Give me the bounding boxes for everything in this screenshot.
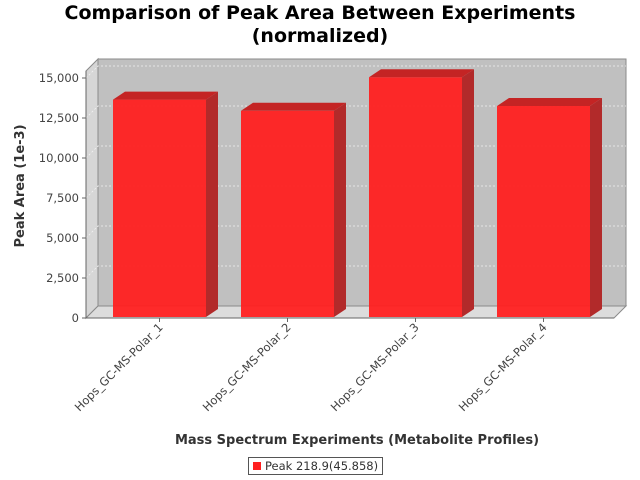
bar-top <box>241 102 346 111</box>
plot-left-wall <box>85 57 99 320</box>
bar <box>113 91 218 317</box>
y-tick-label: 7,500 <box>46 191 79 205</box>
bar-front <box>241 110 334 317</box>
y-tick-label: 12,500 <box>39 111 79 125</box>
y-tick-label: 2,500 <box>46 271 79 285</box>
bar-top <box>369 69 474 78</box>
bar-front <box>369 77 462 317</box>
bar-side <box>206 91 218 317</box>
legend-label: Peak 218.9(45.858) <box>265 459 379 473</box>
gridline <box>85 65 626 79</box>
y-axis-ticks: 0 2,500 5,000 7,500 10,000 12,500 15,000 <box>39 71 86 325</box>
bar-side <box>334 102 346 317</box>
legend: Peak 218.9(45.858) <box>248 457 384 475</box>
legend-swatch <box>253 462 261 470</box>
chart-title-line1: Comparison of Peak Area Between Experime… <box>64 2 576 24</box>
y-tick-label: 5,000 <box>46 231 79 245</box>
bars <box>113 69 602 317</box>
bar <box>369 69 474 317</box>
bar-side <box>462 69 474 317</box>
y-tick-label: 15,000 <box>39 71 79 85</box>
bar-side <box>590 98 602 317</box>
bar-front <box>113 99 206 317</box>
bar-top <box>113 91 218 100</box>
chart-title: Comparison of Peak Area Between Experime… <box>0 2 640 48</box>
x-tick-label: Hops_GC-MS-Polar_1 <box>72 320 166 414</box>
y-tick-label: 0 <box>72 311 79 325</box>
x-axis-label: Mass Spectrum Experiments (Metabolite Pr… <box>175 433 539 448</box>
bar <box>241 102 346 317</box>
bar-top <box>497 98 602 106</box>
y-tick-label: 10,000 <box>39 151 79 165</box>
chart-title-line2: (normalized) <box>251 25 389 47</box>
x-tick-label: Hops_GC-MS-Polar_3 <box>328 320 422 414</box>
bar <box>497 98 602 317</box>
x-tick-label: Hops_GC-MS-Polar_4 <box>456 320 550 414</box>
y-axis-label: Peak Area (1e-3) <box>13 124 28 247</box>
bar-front <box>497 106 590 317</box>
axes <box>85 71 614 319</box>
x-tick-label: Hops_GC-MS-Polar_2 <box>200 320 294 414</box>
x-axis-ticks: Hops_GC-MS-Polar_1 Hops_GC-MS-Polar_2 Hops… <box>72 318 550 414</box>
